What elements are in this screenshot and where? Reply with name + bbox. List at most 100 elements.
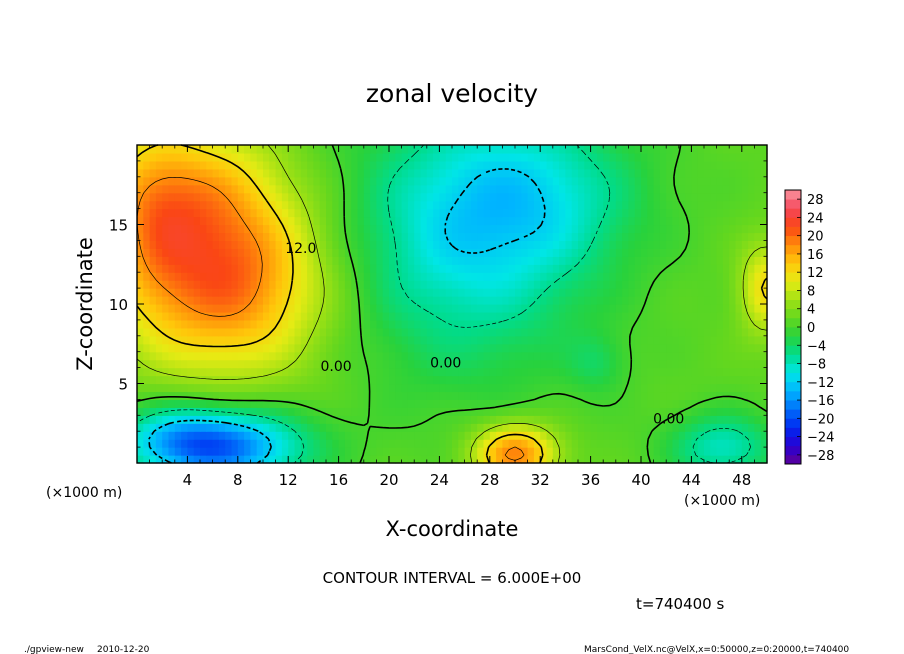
heatmap-cell xyxy=(496,200,503,210)
heatmap-cell xyxy=(206,152,214,162)
heatmap-cell xyxy=(508,415,516,424)
heatmap-cell xyxy=(748,240,755,249)
heatmap-cell xyxy=(294,319,302,329)
heatmap-cell xyxy=(716,296,724,305)
heatmap-cell xyxy=(722,280,730,289)
heatmap-cell xyxy=(515,145,522,154)
heatmap-cell xyxy=(237,200,245,210)
heatmap-cell xyxy=(458,288,466,297)
heatmap-cell xyxy=(307,296,314,305)
heatmap-cell xyxy=(237,256,245,265)
heatmap-cell xyxy=(401,439,409,448)
heatmap-cell xyxy=(622,192,629,202)
heatmap-cell xyxy=(181,439,188,448)
heatmap-cell xyxy=(200,351,207,361)
heatmap-cell xyxy=(641,200,648,210)
heatmap-cell xyxy=(181,415,188,424)
heatmap-cell xyxy=(565,192,573,202)
heatmap-cell xyxy=(193,288,201,297)
heatmap-cell xyxy=(439,327,447,337)
heatmap-cell xyxy=(149,423,157,432)
heatmap-cell xyxy=(250,319,258,329)
heatmap-cell xyxy=(407,319,415,329)
heatmap-cell xyxy=(344,319,352,329)
heatmap-cell xyxy=(275,343,283,353)
heatmap-cell xyxy=(225,232,233,241)
heatmap-cell xyxy=(716,176,724,186)
heatmap-cell xyxy=(225,407,233,416)
heatmap-cell xyxy=(748,296,755,305)
heatmap-cell xyxy=(218,264,226,273)
heatmap-cell xyxy=(571,168,579,178)
heatmap-cell xyxy=(760,431,768,440)
heatmap-cell xyxy=(225,288,233,297)
heatmap-cell xyxy=(389,327,396,337)
heatmap-cell xyxy=(143,176,151,186)
heatmap-cell xyxy=(590,200,598,210)
heatmap-cell xyxy=(307,288,314,297)
heatmap-cell xyxy=(647,264,655,273)
heatmap-cell xyxy=(231,447,239,456)
heatmap-cell xyxy=(496,447,503,456)
heatmap-cell xyxy=(351,455,359,464)
heatmap-cell xyxy=(382,288,390,297)
heatmap-cell xyxy=(458,216,466,226)
heatmap-cell xyxy=(313,168,321,178)
heatmap-cell xyxy=(263,152,270,162)
heatmap-cell xyxy=(546,296,554,305)
heatmap-cell xyxy=(704,256,711,265)
heatmap-cell xyxy=(307,343,314,353)
heatmap-cell xyxy=(307,431,314,440)
heatmap-cell xyxy=(420,264,428,273)
heatmap-cell xyxy=(508,232,516,241)
heatmap-cell xyxy=(382,304,390,313)
heatmap-cell xyxy=(288,296,296,305)
heatmap-cell xyxy=(735,248,743,257)
heatmap-cell xyxy=(571,319,579,329)
heatmap-cell xyxy=(722,383,730,393)
heatmap-cell xyxy=(382,367,390,377)
heatmap-cell xyxy=(212,327,220,337)
heatmap-cell xyxy=(735,407,743,416)
heatmap-cell xyxy=(357,160,365,170)
colorbar-swatch xyxy=(785,381,801,392)
heatmap-cell xyxy=(344,423,352,432)
heatmap-cell xyxy=(452,216,459,226)
heatmap-cell xyxy=(552,415,560,424)
heatmap-cell xyxy=(634,240,642,249)
heatmap-cell xyxy=(659,288,667,297)
heatmap-cell xyxy=(401,296,409,305)
heatmap-cell xyxy=(212,224,220,234)
heatmap-cell xyxy=(307,447,314,456)
heatmap-cell xyxy=(275,423,283,432)
heatmap-cell xyxy=(515,351,522,361)
heatmap-cell xyxy=(691,304,699,313)
heatmap-cell xyxy=(162,224,170,234)
heatmap-cell xyxy=(622,296,629,305)
heatmap-cell xyxy=(647,335,655,345)
heatmap-cell xyxy=(389,407,396,416)
heatmap-cell xyxy=(685,351,692,361)
heatmap-cell xyxy=(458,145,466,154)
heatmap-cell xyxy=(729,367,737,377)
heatmap-cell xyxy=(540,160,548,170)
heatmap-cell xyxy=(508,327,516,337)
heatmap-cell xyxy=(231,319,239,329)
heatmap-cell xyxy=(653,319,661,329)
heatmap-cell xyxy=(641,256,648,265)
heatmap-cell xyxy=(231,192,239,202)
heatmap-cell xyxy=(193,248,201,257)
heatmap-cell xyxy=(578,383,585,393)
heatmap-cell xyxy=(678,455,686,464)
heatmap-cell xyxy=(697,216,705,226)
heatmap-cell xyxy=(571,160,579,170)
heatmap-cell xyxy=(174,224,182,234)
heatmap-cell xyxy=(225,224,233,234)
heatmap-cell xyxy=(370,240,377,249)
heatmap-cell xyxy=(760,391,768,400)
heatmap-cell xyxy=(181,399,188,408)
heatmap-cell xyxy=(729,359,737,369)
heatmap-cell xyxy=(326,375,333,385)
heatmap-cell xyxy=(603,200,611,210)
heatmap-cell xyxy=(174,200,182,210)
